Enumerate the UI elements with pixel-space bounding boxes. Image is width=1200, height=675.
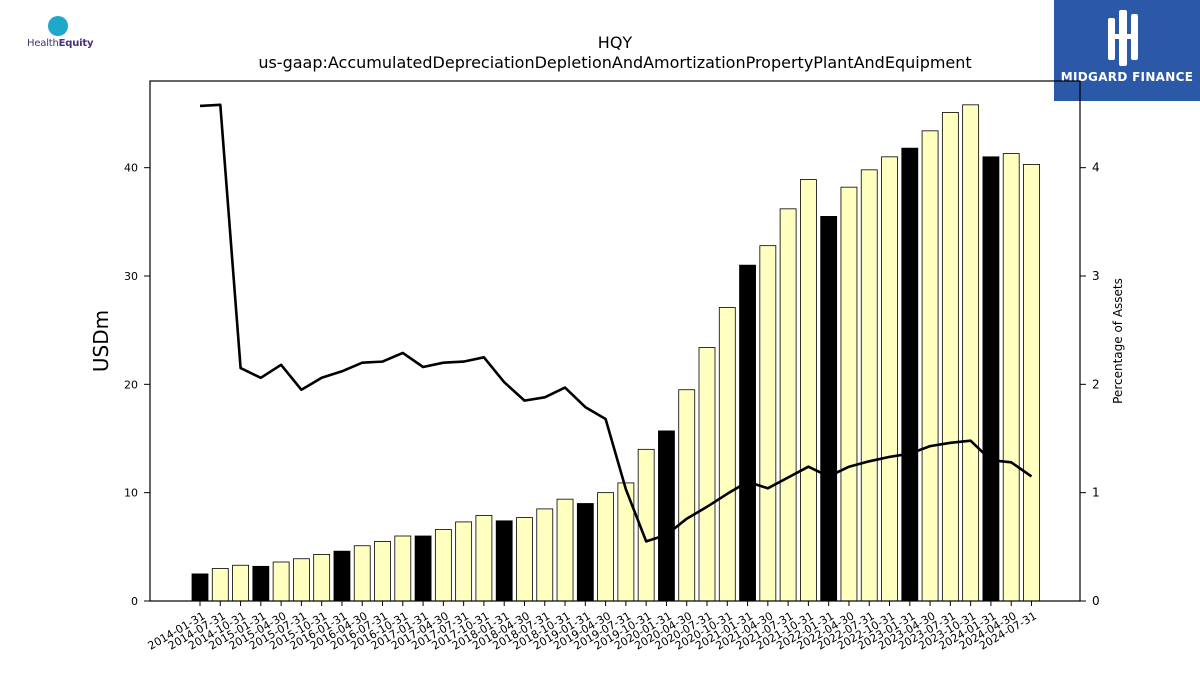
bar-2016-07-31	[374, 541, 391, 602]
y-tick-label: 20	[124, 378, 138, 391]
bar-2019-04-30	[597, 492, 614, 602]
bar-2024-04-30	[1002, 153, 1020, 602]
bar-2020-10-31	[718, 307, 736, 602]
y2-tick-label: 4	[1092, 161, 1100, 175]
y2-tick-label: 3	[1092, 269, 1100, 283]
bar-2015-04-30	[272, 561, 290, 602]
bar-2018-07-31	[536, 508, 554, 602]
bar-2022-01-31	[820, 216, 838, 602]
bar-2020-04-30	[678, 389, 696, 602]
bar-2021-01-31	[739, 264, 756, 602]
bar-2018-10-31	[556, 498, 574, 602]
bar-2016-01-31	[333, 550, 351, 602]
x-axis: 2014-01-312014-07-312014-10-312015-01-31…	[146, 601, 1039, 653]
y2-tick-label: 0	[1092, 594, 1100, 608]
plot-frame	[149, 80, 1081, 602]
bar-2024-01-31	[982, 156, 1000, 602]
y-axis-label: USDm	[89, 310, 113, 372]
bar-2014-10-31	[232, 564, 249, 602]
y2-axis-label: Percentage of Assets	[1111, 278, 1125, 404]
bar-2017-04-30	[434, 529, 452, 602]
midgard-finance-logo: MIDGARD FINANCE	[1054, 0, 1200, 101]
bar-2014-01-31	[191, 573, 209, 602]
bar-2019-01-31	[576, 503, 594, 602]
bar-2017-07-31	[455, 521, 473, 602]
bar-2021-10-31	[800, 179, 817, 602]
bar-2018-04-30	[516, 517, 533, 602]
bar-2023-04-30	[921, 130, 939, 602]
bar-2021-04-30	[759, 245, 777, 602]
bar-2020-01-31	[658, 430, 675, 602]
chart-title: HQY	[598, 33, 633, 52]
y2-tick-label: 1	[1092, 486, 1100, 500]
bar-2017-10-31	[475, 515, 493, 602]
bar-2022-07-31	[860, 169, 878, 602]
bar-2015-01-31	[252, 565, 270, 602]
bar-2022-04-30	[840, 186, 858, 602]
bar-2015-07-31	[292, 558, 310, 602]
chart-subtitle: us-gaap:AccumulatedDepreciationDepletion…	[258, 53, 971, 72]
y-axis-left: 0 10 20 30 40	[124, 162, 150, 608]
bar-2022-10-31	[881, 156, 898, 602]
healthequity-logo: HealthEquity	[22, 14, 98, 54]
y2-tick-label: 2	[1092, 377, 1100, 391]
healthequity-wordmark: HealthEquity	[27, 38, 94, 49]
bar-2023-07-31	[941, 112, 959, 602]
midgard-wordmark: MIDGARD FINANCE	[1060, 70, 1194, 84]
healthequity-drop-icon	[48, 16, 68, 36]
midgard-emblem-icon	[1108, 10, 1138, 66]
y-tick-label: 0	[131, 595, 138, 608]
y-tick-label: 40	[124, 162, 138, 175]
bar-2024-07-31	[1023, 164, 1040, 602]
bar-2020-07-31	[698, 347, 716, 602]
y-tick-label: 10	[124, 487, 138, 500]
bar-2021-07-31	[779, 208, 797, 602]
bar-series	[191, 104, 1040, 602]
bar-2015-10-31	[313, 554, 331, 602]
y-axis-right: 0 1 2 3 4	[1080, 161, 1100, 608]
bar-2018-01-31	[495, 520, 513, 602]
y-tick-label: 30	[124, 270, 138, 283]
bar-2016-04-30	[353, 545, 371, 602]
bar-2017-01-31	[414, 535, 432, 602]
line-percentage-of-assets	[199, 103, 1033, 543]
bar-2023-10-31	[962, 104, 980, 602]
bar-2016-10-31	[394, 535, 412, 602]
bar-2014-07-31	[211, 568, 229, 602]
line-series	[199, 103, 1033, 543]
bar-2023-01-31	[901, 147, 919, 602]
